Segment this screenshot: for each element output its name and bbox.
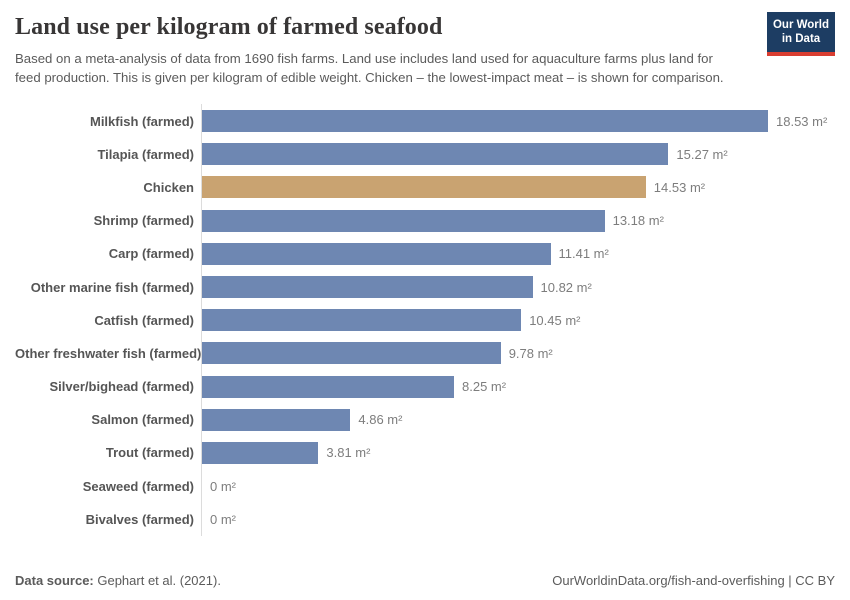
value-label: 0 m²	[210, 478, 236, 494]
footer: Data source: Gephart et al. (2021). OurW…	[15, 573, 835, 588]
chart-row: Shrimp (farmed) 13.18 m²	[15, 204, 835, 238]
value-label: 3.81 m²	[326, 445, 371, 461]
chart-row: Silver/bighead (farmed) 8.25 m²	[15, 369, 835, 404]
value-label: 9.78 m²	[508, 345, 553, 361]
category-label: Shrimp (farmed)	[93, 213, 194, 229]
plot-area: 9.78 m²	[201, 336, 835, 370]
chart-row: Milkfish (farmed) 18.53 m²	[15, 104, 835, 138]
chart-row: Chicken 14.53 m²	[15, 170, 835, 205]
value-label: 8.25 m²	[462, 379, 507, 395]
value-label: 4.86 m²	[358, 412, 403, 428]
value-label: 11.41 m²	[558, 246, 609, 262]
chart-row: Other freshwater fish (farmed) 9.78 m²	[15, 336, 835, 370]
chart-row: Trout (farmed) 3.81 m²	[15, 436, 835, 470]
owid-logo-line1: Our World	[772, 19, 829, 31]
plot-area: 10.82 m²	[201, 270, 835, 304]
bar	[202, 441, 319, 464]
category-label: Silver/bighead (farmed)	[49, 379, 194, 395]
value-label: 15.27 m²	[676, 146, 728, 162]
value-label: 13.18 m²	[612, 213, 664, 229]
plot-area: 3.81 m²	[201, 436, 835, 470]
bar	[202, 342, 501, 365]
bar-chart: Milkfish (farmed) 18.53 m² Tilapia (farm…	[15, 104, 835, 536]
value-label: 0 m²	[210, 511, 236, 527]
bar	[202, 143, 669, 166]
plot-area: 11.41 m²	[201, 237, 835, 271]
footer-link[interactable]: OurWorldinData.org/fish-and-overfishing …	[552, 573, 835, 588]
chart-row: Seaweed (farmed) 0 m²	[15, 469, 835, 503]
plot-area: 0 m²	[201, 502, 835, 536]
value-label: 10.45 m²	[529, 312, 581, 328]
bar	[202, 209, 605, 232]
data-source-label: Data source:	[15, 573, 94, 588]
category-label: Other marine fish (farmed)	[30, 279, 194, 295]
value-label: 14.53 m²	[653, 179, 706, 195]
category-label: Trout (farmed)	[105, 445, 194, 461]
chart-subtitle: Based on a meta-analysis of data from 16…	[15, 51, 724, 85]
category-label: Chicken	[143, 179, 194, 195]
plot-area: 14.53 m²	[201, 170, 835, 205]
header: Land use per kilogram of farmed seafood …	[15, 12, 835, 87]
plot-area: 4.86 m²	[201, 403, 835, 437]
bar	[202, 276, 533, 298]
category-label: Other freshwater fish (farmed)	[15, 345, 202, 361]
chart-row: Salmon (farmed) 4.86 m²	[15, 403, 835, 437]
plot-area: 15.27 m²	[201, 137, 835, 171]
bar	[202, 242, 551, 265]
plot-area: 8.25 m²	[201, 369, 835, 404]
chart-row: Catfish (farmed) 10.45 m²	[15, 303, 835, 337]
page-title: Land use per kilogram of farmed seafood	[15, 14, 443, 40]
category-label: Bivalves (farmed)	[85, 511, 194, 527]
plot-area: 18.53 m²	[201, 104, 835, 138]
category-label: Tilapia (farmed)	[97, 146, 194, 162]
chart-row: Carp (farmed) 11.41 m²	[15, 237, 835, 271]
plot-area: 0 m²	[201, 469, 835, 503]
bar	[202, 110, 768, 133]
plot-area: 13.18 m²	[201, 204, 835, 238]
chart-row: Bivalves (farmed) 0 m²	[15, 502, 835, 536]
category-label: Milkfish (farmed)	[89, 113, 194, 129]
chart-row: Other marine fish (farmed) 10.82 m²	[15, 270, 835, 304]
bar	[202, 375, 454, 398]
category-label: Salmon (farmed)	[91, 412, 194, 428]
owid-logo-line2: in Data	[781, 33, 821, 46]
chart-row: Tilapia (farmed) 15.27 m²	[15, 137, 835, 171]
bar	[202, 408, 351, 431]
data-source-text: Gephart et al. (2021).	[93, 573, 221, 588]
category-label: Carp (farmed)	[108, 246, 194, 262]
owid-logo[interactable]: Our World in Data	[767, 12, 835, 56]
bar	[202, 176, 646, 199]
plot-area: 10.45 m²	[201, 303, 835, 337]
value-label: 18.53 m²	[776, 113, 828, 129]
category-label: Catfish (farmed)	[94, 312, 194, 328]
data-source: Data source: Gephart et al. (2021).	[15, 573, 221, 588]
value-label: 10.82 m²	[540, 279, 592, 295]
bar	[202, 309, 522, 332]
category-label: Seaweed (farmed)	[82, 478, 194, 494]
